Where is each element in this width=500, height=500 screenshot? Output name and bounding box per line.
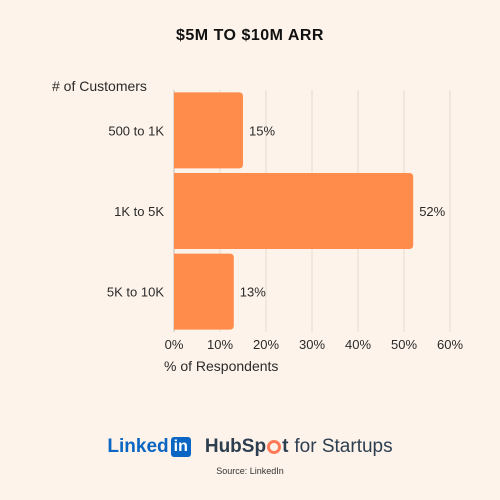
linkedin-logo: Linked in: [107, 436, 191, 458]
bar: [174, 253, 234, 330]
source-note: Source: LinkedIn: [216, 466, 284, 476]
bar: [174, 173, 414, 249]
x-axis-label: % of Respondents: [164, 358, 278, 374]
category-label: 5K to 10K: [107, 285, 164, 300]
hubspot-for-startups-text: for Startups: [294, 436, 393, 457]
category-label: 1K to 5K: [114, 204, 164, 219]
hubspot-logo-text-right: t: [282, 436, 289, 457]
chart-title: $5M TO $10M ARR: [176, 27, 324, 44]
logo-row: Linked in HubSp t for Startups: [0, 436, 500, 458]
bar-value-label: 15%: [249, 123, 275, 138]
bar-value-label: 52%: [419, 204, 445, 219]
x-tick-label: 50%: [391, 337, 417, 352]
hubspot-logo-text-left: HubSp: [204, 436, 267, 457]
bar: [174, 92, 243, 169]
linkedin-in-box: in: [170, 437, 191, 457]
x-tick-label: 0%: [165, 337, 184, 352]
bar-chart: # of Customers 15% 52% 13% 500 to 1K 1K to …: [52, 78, 463, 374]
bar-value-label: 13%: [240, 285, 266, 300]
linkedin-logo-text: Linked: [107, 436, 169, 457]
hubspot-logo: HubSp t for Startups: [205, 436, 393, 458]
x-tick-label: 30%: [299, 337, 325, 352]
x-tick-label: 10%: [207, 337, 233, 352]
y-axis-label: # of Customers: [52, 78, 147, 94]
hubspot-sprocket-icon: [267, 440, 282, 454]
x-tick-label: 40%: [345, 337, 371, 352]
category-label: 500 to 1K: [108, 123, 164, 138]
x-tick-label: 60%: [437, 337, 463, 352]
x-tick-label: 20%: [253, 337, 279, 352]
